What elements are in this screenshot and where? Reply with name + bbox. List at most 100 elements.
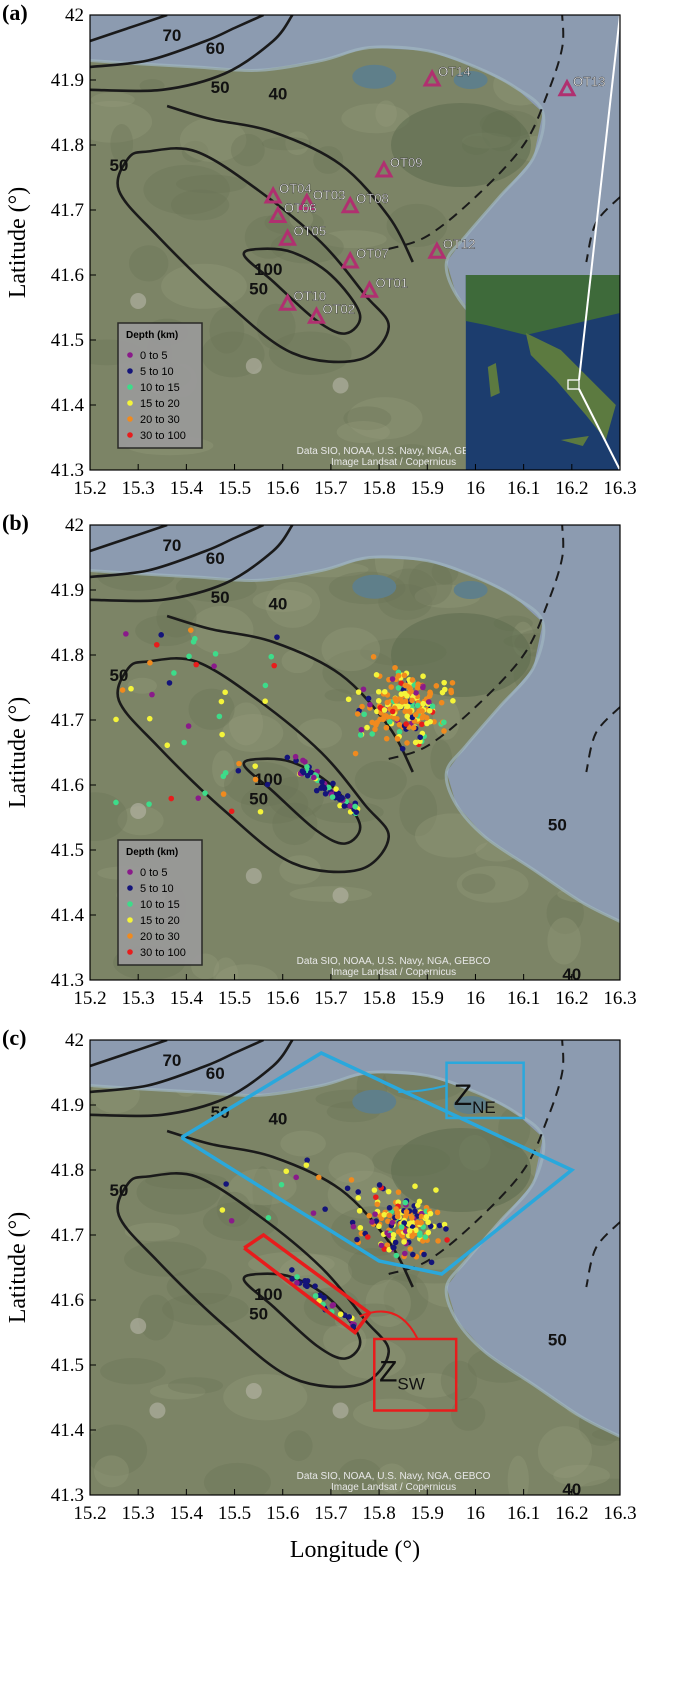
seismic-event: [171, 670, 177, 676]
seismic-event: [408, 1214, 415, 1220]
urban-area: [149, 1402, 166, 1419]
seismic-event: [365, 695, 372, 702]
x-tick-label: 15.6: [266, 478, 299, 499]
urban-area: [332, 887, 349, 904]
seismic-event: [313, 787, 320, 794]
y-tick-label: 41.5: [51, 1355, 84, 1376]
x-tick-label: 15.3: [122, 988, 155, 1009]
zone-ne-label: ZNE: [454, 1079, 496, 1117]
terrain-patch: [577, 1478, 620, 1495]
seismic-event: [428, 1259, 435, 1266]
seismic-event: [304, 764, 310, 770]
lake-lesina: [352, 1089, 397, 1114]
terrain-patch: [230, 133, 265, 167]
seismic-event: [216, 713, 223, 720]
terrain-patch: [117, 806, 164, 836]
map-attribution: Data SIO, NOAA, U.S. Navy, NGA, GEBCO: [297, 1471, 491, 1482]
seismic-event: [337, 1311, 344, 1318]
seismic-event: [344, 1185, 351, 1192]
gargano-relief: [391, 613, 531, 697]
seismic-event: [219, 1207, 226, 1213]
terrain-patch: [296, 718, 343, 749]
terrain-patch: [110, 123, 134, 164]
legend-box: [117, 839, 203, 966]
x-tick-label: 16.1: [507, 1503, 540, 1524]
terrain-patch: [272, 802, 318, 846]
map-attribution: Image Landsat / Copernicus: [331, 967, 456, 978]
terrain-patch: [375, 100, 397, 127]
x-tick-label: 15.9: [411, 988, 444, 1009]
seismic-event: [357, 732, 364, 738]
seismic-event: [369, 1219, 375, 1225]
terrain-patch: [450, 1397, 486, 1431]
station-marker: [278, 228, 298, 246]
station-marker: [263, 185, 283, 204]
seismic-event: [192, 635, 198, 642]
seismic-event: [349, 1219, 356, 1226]
seismic-event: [274, 634, 280, 640]
station-marker: [297, 192, 317, 210]
seismic-event: [218, 698, 225, 705]
coastline: [90, 555, 620, 923]
panel-label: (c): [2, 1025, 26, 1050]
x-tick-label: 16.3: [603, 1503, 636, 1524]
seismic-event: [364, 1234, 371, 1240]
seismic-event: [450, 698, 456, 704]
seismic-event: [195, 795, 202, 801]
seismic-event: [433, 1187, 439, 1193]
seismic-event: [352, 750, 359, 757]
station-label: OT04: [279, 181, 312, 196]
seismic-event: [348, 1177, 355, 1183]
y-tick-label: 41.4: [51, 395, 85, 416]
seismic-event: [392, 1239, 399, 1246]
seismic-event: [399, 745, 406, 752]
terrain-patch: [440, 1360, 478, 1401]
terrain-patch: [252, 589, 313, 612]
seismic-event: [356, 1208, 363, 1214]
y-axis-label: Latitude (°): [5, 697, 31, 809]
station-marker: [422, 68, 442, 87]
seismic-event: [393, 698, 400, 704]
terrain-patch: [135, 615, 196, 647]
station-label: OT13: [573, 74, 606, 89]
seismic-event: [257, 808, 264, 815]
terrain-patch: [328, 1152, 375, 1184]
terrain-patch: [170, 189, 230, 221]
gargano-relief: [391, 1128, 531, 1212]
panel-label: (b): [2, 510, 29, 535]
sea-area: [90, 1040, 620, 1437]
legend-swatch: [127, 901, 133, 907]
seismic-event: [410, 725, 417, 731]
seismic-event: [341, 803, 348, 809]
terrain-patch: [383, 1273, 429, 1322]
plot-frame: [89, 524, 621, 981]
seismic-event: [383, 735, 390, 742]
seismic-event: [375, 688, 382, 695]
seismic-event: [389, 708, 396, 715]
seismic-event: [420, 700, 426, 707]
seismic-event: [293, 1174, 299, 1181]
x-tick-label: 15.2: [73, 988, 106, 1009]
seismic-event: [414, 702, 421, 709]
seismic-event: [294, 1280, 300, 1286]
seismic-event: [373, 672, 380, 678]
seismic-event: [373, 722, 379, 728]
seismic-event: [302, 758, 308, 765]
urban-area: [130, 803, 147, 819]
seismic-event: [404, 703, 411, 710]
seismic-event: [312, 1293, 319, 1299]
seismic-event: [433, 683, 440, 689]
legend-swatch: [127, 885, 133, 891]
legend-item: 15 to 20: [140, 915, 180, 927]
seismic-event: [390, 1244, 396, 1251]
seismic-event: [420, 684, 426, 691]
seismic-event: [235, 767, 242, 774]
legend-title: Depth (km): [126, 330, 178, 341]
plot-frame: [89, 1039, 621, 1496]
x-tick-label: 15.8: [362, 1503, 395, 1524]
depth-contour: [90, 525, 265, 579]
terrain-patch: [285, 131, 310, 156]
